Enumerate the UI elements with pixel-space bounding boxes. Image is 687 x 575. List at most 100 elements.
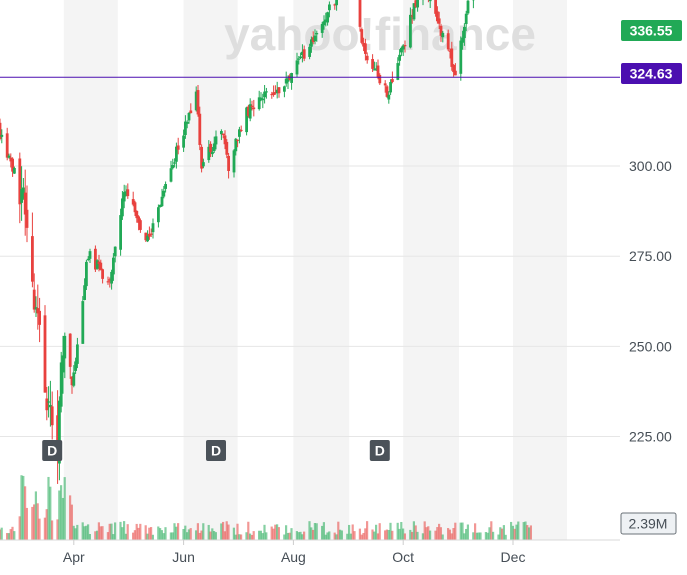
candle bbox=[467, 0, 470, 15]
candle bbox=[278, 87, 281, 98]
candle-body bbox=[63, 336, 66, 358]
candle bbox=[96, 259, 99, 270]
volume-bar bbox=[64, 477, 66, 540]
candle-body bbox=[441, 33, 444, 37]
candle-body bbox=[461, 38, 464, 43]
candle-body bbox=[450, 49, 453, 67]
volume-bar bbox=[467, 525, 469, 540]
candle-body bbox=[89, 251, 92, 259]
candle-body bbox=[197, 90, 200, 114]
candle-body bbox=[297, 59, 300, 60]
candle-body bbox=[278, 87, 281, 93]
x-tick-label: Oct bbox=[392, 549, 414, 565]
volume-bar bbox=[303, 532, 305, 540]
candle-body bbox=[366, 56, 369, 60]
candle bbox=[58, 396, 61, 480]
candle-body bbox=[236, 140, 239, 141]
candle bbox=[126, 183, 129, 198]
candle-body bbox=[8, 156, 11, 158]
volume-bar bbox=[366, 521, 368, 540]
candle-body bbox=[198, 114, 201, 145]
volume-bar bbox=[265, 532, 267, 540]
candle-body bbox=[6, 133, 9, 157]
candle-body bbox=[161, 197, 164, 206]
candle-body bbox=[315, 33, 318, 34]
candle-body bbox=[371, 59, 374, 69]
volume-bar bbox=[479, 532, 481, 540]
candle-body bbox=[328, 4, 331, 10]
candle bbox=[252, 100, 255, 116]
x-tick-label: Apr bbox=[63, 549, 85, 565]
candle-body bbox=[454, 71, 457, 76]
candle bbox=[157, 204, 160, 227]
candle-body bbox=[152, 223, 155, 232]
volume-bar bbox=[215, 532, 217, 540]
candle-body bbox=[38, 311, 41, 325]
candle bbox=[11, 157, 14, 177]
volume-tag: 2.39M bbox=[621, 513, 676, 534]
candle-body bbox=[177, 145, 180, 149]
volume-bar bbox=[454, 523, 456, 540]
candle-body bbox=[463, 27, 466, 38]
volume-bar bbox=[341, 530, 343, 540]
yahoo-finance-watermark: yahoo!finance bbox=[224, 8, 536, 60]
candle bbox=[359, 0, 362, 32]
candle bbox=[200, 144, 203, 172]
candle-body bbox=[438, 18, 441, 23]
volume-bar bbox=[190, 528, 192, 540]
candle-body bbox=[308, 47, 311, 57]
candle-body bbox=[87, 259, 90, 260]
candle-body bbox=[170, 168, 173, 181]
volume-bar bbox=[530, 525, 532, 540]
volume-bar bbox=[13, 531, 15, 540]
last-price-label: 336.55 bbox=[630, 23, 673, 39]
candle-body bbox=[0, 135, 3, 137]
candle bbox=[47, 386, 50, 417]
volume-bar bbox=[253, 531, 255, 540]
volume-bar bbox=[139, 524, 141, 540]
volume-bar bbox=[26, 508, 28, 540]
candle bbox=[139, 218, 142, 232]
candle-body bbox=[398, 55, 401, 61]
volume-bar bbox=[114, 522, 116, 540]
candle-body bbox=[134, 202, 137, 212]
candle bbox=[31, 213, 34, 288]
candle-body bbox=[213, 143, 216, 151]
candle-body bbox=[364, 43, 367, 54]
volume-bar bbox=[202, 523, 204, 540]
candle-body bbox=[33, 290, 36, 310]
candle-body bbox=[182, 136, 185, 148]
volume-bar bbox=[316, 523, 318, 540]
candle bbox=[38, 298, 41, 342]
last-price-tag: 336.55 bbox=[621, 20, 682, 41]
candle-body bbox=[321, 24, 324, 33]
dividend-label: D bbox=[47, 443, 57, 459]
candle bbox=[6, 128, 9, 161]
volume-bar bbox=[328, 531, 330, 540]
volume-bar bbox=[290, 528, 292, 540]
candle-body bbox=[222, 134, 225, 135]
candle-body bbox=[26, 210, 29, 228]
candle-body bbox=[99, 263, 102, 270]
candle-body bbox=[389, 82, 392, 92]
volume-bar bbox=[51, 520, 53, 540]
candle bbox=[472, 0, 475, 8]
candle-body bbox=[85, 262, 88, 286]
candle-body bbox=[303, 49, 306, 58]
candle-body bbox=[150, 234, 153, 235]
candle bbox=[459, 36, 462, 80]
candle-body bbox=[47, 401, 50, 402]
candle-body bbox=[186, 122, 189, 124]
volume-label: 2.39M bbox=[629, 516, 668, 532]
dividend-marker: D bbox=[42, 440, 62, 461]
candle bbox=[170, 161, 173, 183]
candle-body bbox=[429, 0, 432, 1]
candle-body bbox=[188, 113, 191, 120]
candle-body bbox=[44, 315, 47, 392]
volume-bar bbox=[416, 532, 418, 540]
candle-body bbox=[31, 236, 34, 282]
candle-body bbox=[252, 107, 255, 109]
candle-body bbox=[335, 0, 338, 5]
candle-body bbox=[387, 95, 390, 100]
